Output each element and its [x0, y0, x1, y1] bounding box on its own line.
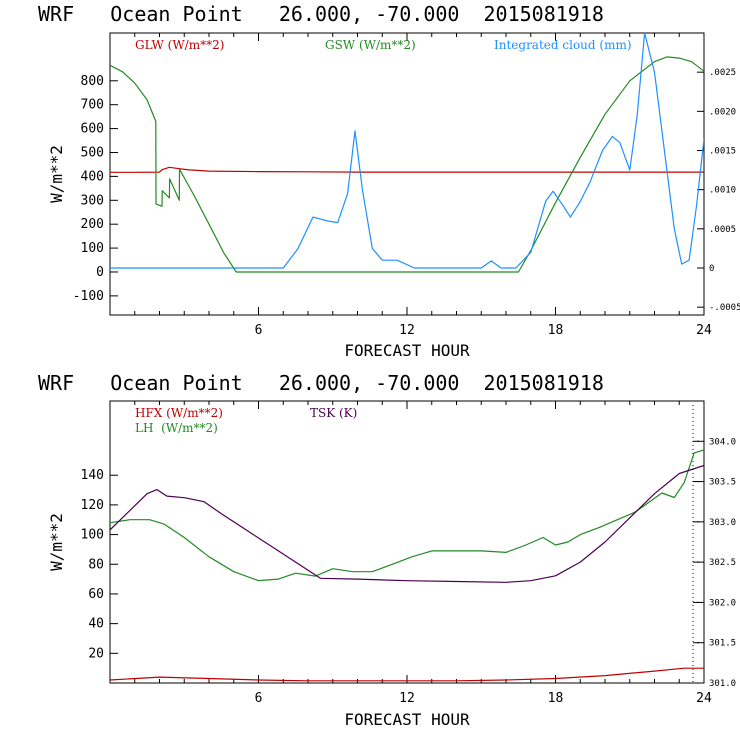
- bottom-right-tick-label: 303.5: [709, 478, 736, 488]
- top-y-tick-label: 100: [81, 241, 104, 256]
- bottom-right-tick-label: 301.0: [709, 679, 736, 689]
- bottom-y-tick-label: 80: [88, 557, 104, 572]
- legend-tsk: TSK (K): [310, 406, 357, 420]
- bottom-title: WRF Ocean Point 26.000, -70.000 20150819…: [38, 371, 604, 395]
- top-x-tick-label: 12: [399, 323, 415, 338]
- legend-glw: GLW (W/m**2): [135, 38, 224, 52]
- bottom-y-tick-label: 140: [81, 468, 104, 483]
- bottom-right-tick-label: 303.0: [709, 518, 736, 528]
- top-right-tick-label: .0010: [709, 186, 736, 196]
- series-line-integrated: [110, 33, 704, 269]
- top-y-tick-label: 700: [81, 98, 104, 113]
- series-line-tsk: [110, 464, 704, 583]
- series-line-glw: [110, 166, 704, 173]
- top-y-tick-label: 0: [96, 265, 104, 280]
- top-y-tick-label: 200: [81, 217, 104, 232]
- legend-lh: LH (W/m**2): [135, 421, 218, 435]
- top-x-tick-label: 18: [548, 323, 564, 338]
- series-line-lh: [110, 449, 704, 582]
- bottom-y-tick-label: 120: [81, 498, 104, 513]
- bottom-y-tick-label: 60: [88, 587, 104, 602]
- top-y-tick-label: -100: [73, 289, 104, 304]
- series-line-hfx: [110, 667, 704, 682]
- bottom-y-axis-label: W/m**2: [47, 513, 66, 571]
- bottom-right-tick-label: 302.5: [709, 558, 736, 568]
- bottom-x-tick-label: 18: [548, 691, 564, 706]
- legend-gsw: GSW (W/m**2): [325, 38, 416, 52]
- top-x-tick-label: 24: [696, 323, 712, 338]
- bottom-x-tick-label: 6: [255, 691, 263, 706]
- bottom-right-tick-label: 301.5: [709, 639, 736, 649]
- bottom-x-tick-label: 24: [696, 691, 712, 706]
- top-y-tick-label: 300: [81, 193, 104, 208]
- top-right-tick-label: -.0005: [709, 303, 740, 313]
- legend-integrated-cloud: Integrated cloud (mm): [494, 38, 632, 52]
- bottom-right-tick-label: 304.0: [709, 437, 736, 447]
- series-line-gsw: [110, 56, 704, 273]
- bottom-ticks: 6 12 18 24 20 40 60 80 100 120 140 301.0 301.5 302.0 3…: [81, 401, 736, 706]
- top-y-axis-label: W/m**2: [47, 145, 66, 203]
- top-right-tick-label: .0020: [709, 107, 736, 117]
- bottom-x-tick-label: 12: [399, 691, 415, 706]
- top-y-tick-label: 500: [81, 145, 104, 160]
- bottom-right-tick-label: 302.0: [709, 598, 736, 608]
- panel-top: WRF Ocean Point 26.000, -70.000 20150819…: [38, 2, 740, 360]
- top-right-tick-label: .0005: [709, 225, 736, 235]
- top-x-axis-label: FORECAST HOUR: [344, 341, 470, 360]
- top-ticks: 6 12 18 24 -100 0 100 200 300 400 500 600 700 800 -.00…: [73, 33, 740, 338]
- bottom-y-tick-label: 40: [88, 617, 104, 632]
- bottom-plot-area: [110, 449, 704, 682]
- bottom-y-tick-label: 100: [81, 528, 104, 543]
- top-plot-area: [110, 33, 704, 273]
- top-right-tick-label: .0015: [709, 147, 736, 157]
- legend-hfx: HFX (W/m**2): [135, 406, 223, 420]
- bottom-y-tick-label: 20: [88, 646, 104, 661]
- top-y-tick-label: 800: [81, 74, 104, 89]
- top-y-tick-label: 400: [81, 169, 104, 184]
- panel-bottom: WRF Ocean Point 26.000, -70.000 20150819…: [38, 371, 736, 729]
- top-y-tick-label: 600: [81, 122, 104, 137]
- top-right-tick-label: 0: [709, 264, 714, 274]
- bottom-x-axis-label: FORECAST HOUR: [344, 710, 470, 729]
- top-x-tick-label: 6: [255, 323, 263, 338]
- top-title: WRF Ocean Point 26.000, -70.000 20150819…: [38, 2, 604, 26]
- top-right-tick-label: .0025: [709, 68, 736, 78]
